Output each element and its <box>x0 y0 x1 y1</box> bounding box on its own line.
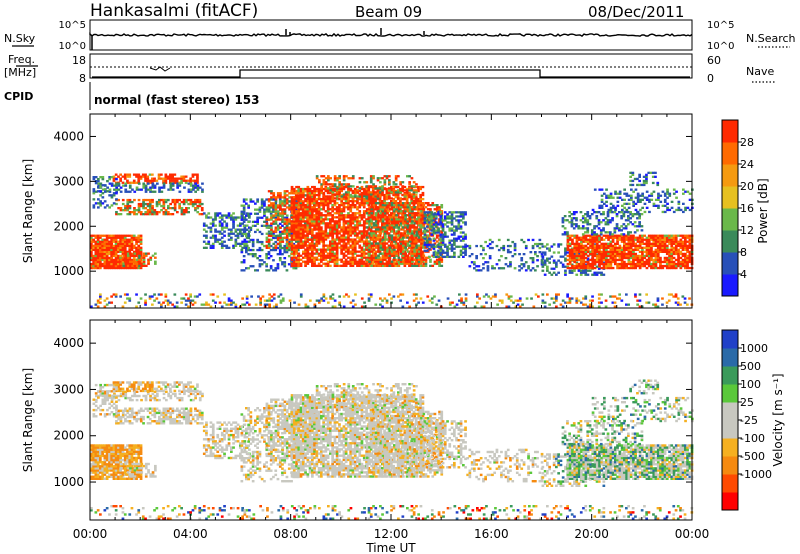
velocity-colorbar-swatch <box>722 330 738 349</box>
power-ylabel: Slant Range [km] <box>21 159 35 263</box>
velocity-colorbar-tick: -100 <box>740 432 765 445</box>
velocity-colorbar-swatch <box>722 456 738 475</box>
power-colorbar-tick: 8 <box>740 246 747 259</box>
x-tick-label: 00:00 <box>73 527 108 541</box>
nsky-tick-top: 10^5 <box>59 20 86 31</box>
velocity-colorbar-swatch <box>722 474 738 493</box>
velocity-colorbar-swatch <box>722 384 738 403</box>
velocity-colorbar-tick: 500 <box>740 360 761 373</box>
freq-tick-bottom: 8 <box>79 72 86 85</box>
nsearch-label: N.Search <box>746 32 796 45</box>
velocity-colorbar-tick: 25 <box>740 396 754 409</box>
velocity-colorbar-tick: 100 <box>740 378 761 391</box>
velocity-colorbar-tick: -500 <box>740 450 765 463</box>
velocity-colorbar-swatch <box>722 420 738 439</box>
nsky-tick-bottom: 10^0 <box>59 41 86 52</box>
power-colorbar-tick: 16 <box>740 202 754 215</box>
power-colorbar-swatch <box>722 142 738 165</box>
x-tick-label: 04:00 <box>173 527 208 541</box>
velocity-colorbar-swatch <box>722 366 738 385</box>
power-axes: 1000 2000 3000 4000 <box>53 114 693 308</box>
y-tick-label: 3000 <box>53 174 84 188</box>
nsearch-tick-top: 10^5 <box>707 20 734 31</box>
nave-tick-top: 60 <box>707 54 721 67</box>
power-colorbar-tick: 20 <box>740 180 754 193</box>
velocity-colorbar-label: Velocity [m s⁻¹] <box>771 373 785 466</box>
cpid-panel: CPID normal (fast stereo) 153 <box>4 82 260 110</box>
power-panel: 1000 2000 3000 4000 Slant Range [km] 28 24 20… <box>21 113 770 309</box>
power-colorbar-swatch <box>722 164 738 187</box>
power-colorbar: 28 24 20 16 12 8 4 <box>721 119 754 297</box>
freq-label-2: [MHz] <box>4 66 36 79</box>
power-colorbar-swatch <box>722 120 738 143</box>
y-tick-label: 1000 <box>53 264 84 278</box>
x-tick-label: 12:00 <box>374 527 409 541</box>
velocity-panel: 1000 2000 3000 4000 Slant Range [km] 1000 50… <box>21 319 785 521</box>
velocity-axes: 1000 2000 3000 4000 <box>53 320 693 520</box>
nsky-label: N.Sky <box>4 32 36 45</box>
freq-label-1: Freq. <box>8 53 35 66</box>
velocity-colorbar-tick: -1000 <box>740 468 772 481</box>
station-title: Hankasalmi (fitACF) <box>90 1 258 21</box>
velocity-colorbar-tick: -25 <box>740 414 758 427</box>
nsky-trace <box>89 32 693 38</box>
y-tick-label: 4000 <box>53 129 84 143</box>
x-tick-labels: 00:00 04:00 08:00 12:00 16:00 20:00 00:00 <box>73 527 710 541</box>
y-tick-label: 4000 <box>53 336 84 350</box>
x-axis-label: Time UT <box>365 541 416 554</box>
y-tick-label: 2000 <box>53 219 84 233</box>
cpid-label: CPID <box>4 90 33 103</box>
power-colorbar-swatch <box>722 208 738 231</box>
power-colorbar-tick: 28 <box>740 136 754 149</box>
power-data <box>90 171 694 308</box>
x-tick-label: 20:00 <box>574 527 609 541</box>
nsearch-tick-bottom: 10^0 <box>707 41 734 52</box>
beam-title: Beam 09 <box>355 3 422 21</box>
velocity-colorbar-swatch <box>722 438 738 457</box>
freq-nave-panel: Freq. [MHz] 18 8 60 0 Nave <box>4 53 775 85</box>
velocity-colorbar: 1000 500 100 25 -25 -100 -500 -1000 <box>721 329 772 511</box>
velocity-data <box>90 379 694 520</box>
power-colorbar-swatch <box>722 274 738 297</box>
velocity-ylabel: Slant Range [km] <box>21 368 35 472</box>
x-tick-label: 00:00 <box>675 527 710 541</box>
x-tick-label: 16:00 <box>474 527 509 541</box>
velocity-colorbar-swatch <box>722 492 738 511</box>
power-colorbar-swatch <box>722 186 738 209</box>
nave-label: Nave <box>746 65 774 78</box>
y-tick-label: 3000 <box>53 382 84 396</box>
power-colorbar-tick: 12 <box>740 224 754 237</box>
power-colorbar-swatch <box>722 252 738 275</box>
power-colorbar-tick: 4 <box>740 268 747 281</box>
power-colorbar-swatch <box>722 230 738 253</box>
nave-trace <box>92 69 690 78</box>
power-colorbar-tick: 24 <box>740 158 754 171</box>
power-colorbar-label: Power [dB] <box>756 178 770 243</box>
x-tick-label: 08:00 <box>273 527 308 541</box>
velocity-colorbar-tick: 1000 <box>740 342 768 355</box>
velocity-colorbar-swatch <box>722 402 738 421</box>
y-tick-label: 2000 <box>53 429 84 443</box>
date-title: 08/Dec/2011 <box>588 3 684 21</box>
cpid-text: normal (fast stereo) 153 <box>94 93 260 107</box>
freq-tick-top: 18 <box>72 54 86 67</box>
y-tick-label: 1000 <box>53 475 84 489</box>
velocity-colorbar-swatch <box>722 348 738 367</box>
nave-tick-bottom: 0 <box>707 72 714 85</box>
nsky-panel: N.Sky 10^5 10^0 10^5 10^0 N.Search <box>4 19 796 52</box>
